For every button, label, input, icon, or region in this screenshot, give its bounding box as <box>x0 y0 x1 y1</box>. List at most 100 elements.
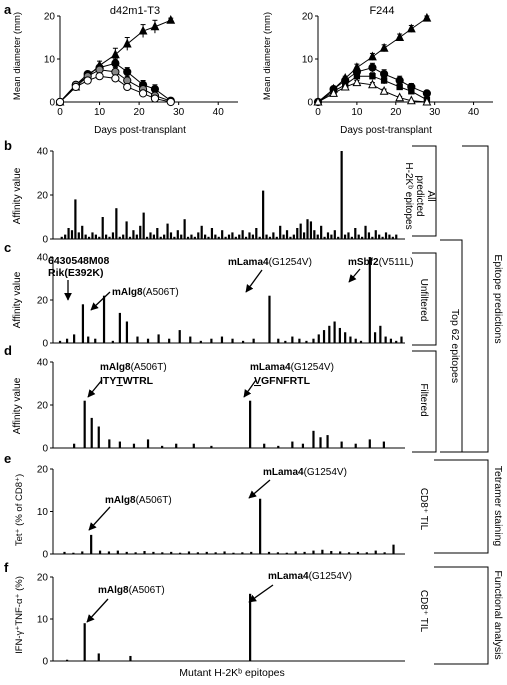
arrow-e-mlama4 <box>248 479 271 499</box>
bar <box>361 236 364 239</box>
bar <box>180 234 183 239</box>
series-3-point <box>352 77 362 87</box>
bar <box>241 230 244 239</box>
annot-f-mlama4: mLama4(G1254V) <box>268 571 352 582</box>
bar <box>214 234 217 239</box>
chart-c-ylabel: Affinity value <box>12 271 23 328</box>
series-0-point <box>422 12 432 22</box>
bar <box>259 498 262 554</box>
bar <box>125 321 129 343</box>
series-1-point <box>422 89 431 98</box>
bar <box>252 338 255 343</box>
bar-chart-f: 0 10 20 <box>37 573 405 668</box>
bar <box>277 338 280 343</box>
chart-e-ylabel: Tet⁺ (% of CD8⁺) <box>14 474 25 546</box>
series-0-point <box>379 42 389 52</box>
bar <box>145 236 149 239</box>
bar <box>384 232 388 239</box>
bar <box>87 236 91 239</box>
bar <box>176 230 179 239</box>
bar <box>77 232 80 239</box>
bar <box>234 236 237 239</box>
bar <box>272 232 275 239</box>
bar <box>97 426 100 448</box>
bar <box>263 443 266 448</box>
bar <box>282 234 285 239</box>
series-0-point <box>368 51 377 61</box>
chart-d-ylabel: Affinity value <box>12 377 23 434</box>
panel-letter-a: a <box>4 2 12 17</box>
series-2-point <box>408 88 415 95</box>
annot-e-mlama4-gene: mLama4 <box>263 467 304 478</box>
bar <box>98 236 101 239</box>
bar <box>58 340 62 343</box>
annot-e-malg8-mut: (A506T) <box>136 495 172 506</box>
bar <box>232 552 235 554</box>
bar <box>357 234 360 239</box>
series-3-point <box>406 95 416 105</box>
x-tick-label: 40 <box>213 107 225 118</box>
bar <box>285 230 289 239</box>
bar <box>249 593 252 661</box>
plot-layer: 0 10 20 30 40 0 10 20 0 10 20 30 40 0 10 20 0 20 40 0 20 40 0 2… <box>37 12 493 668</box>
chart-a2-xlabel: Days post-transplant <box>340 125 432 136</box>
bar <box>267 551 271 554</box>
series-3-point <box>83 76 92 85</box>
series-2-point <box>353 73 361 80</box>
annot-c-msbf2-mut: (V511L) <box>379 257 414 268</box>
series-0-point <box>110 49 120 59</box>
chart-b-ylabel: Affinity value <box>12 167 23 224</box>
bracket-c <box>412 252 437 346</box>
bar <box>368 257 371 343</box>
x-tick-label: 10 <box>94 107 106 118</box>
bar <box>356 551 360 554</box>
bar <box>156 228 159 239</box>
bar <box>364 225 367 239</box>
bar <box>392 544 395 554</box>
label-f: CD8⁺ TIL <box>418 590 429 633</box>
annot-c-msbf2-gene: mSbf2 <box>348 257 379 268</box>
y-tick-label: 20 <box>37 465 49 476</box>
bar <box>330 234 333 239</box>
bar-panels-xlabel: Mutant H-2Kᵇ epitopes <box>179 667 285 679</box>
bar <box>338 327 341 343</box>
bar <box>303 551 306 554</box>
y-tick-label: 0 <box>49 98 55 109</box>
bar <box>276 552 280 554</box>
series-3-point <box>340 81 350 91</box>
bar <box>65 338 69 343</box>
bar <box>197 232 200 239</box>
bar <box>330 551 333 554</box>
panel-letter-e: e <box>4 451 11 466</box>
panel-letter-f: f <box>4 560 9 575</box>
arrow-d-mlama4 <box>243 379 257 398</box>
y-tick-label: 0 <box>42 657 48 668</box>
bar <box>306 219 309 239</box>
series-3-point <box>313 96 323 106</box>
bar <box>354 228 357 239</box>
series-3-point <box>123 82 132 92</box>
bar <box>115 208 118 239</box>
series-3-point <box>150 94 160 103</box>
annot-f-malg8: mAlg8(A506T) <box>98 585 165 596</box>
bar <box>354 338 357 343</box>
bar <box>170 551 173 554</box>
panel-letter-c: c <box>4 240 11 255</box>
bar <box>74 199 77 239</box>
bar <box>193 236 196 239</box>
line-chart-a: 0 10 20 30 40 0 10 20 <box>44 12 238 118</box>
y-tick-label: 10 <box>37 615 49 626</box>
bar <box>277 445 280 448</box>
bar <box>279 225 282 239</box>
line-chart-a2: 0 10 20 30 40 0 10 20 <box>302 12 493 118</box>
bar <box>136 336 139 343</box>
bracket-d <box>412 350 437 453</box>
bar <box>135 234 138 239</box>
bar <box>132 230 135 239</box>
bar <box>152 234 156 239</box>
x-tick-label: 0 <box>57 107 63 118</box>
bar <box>298 338 301 343</box>
bar <box>189 336 192 343</box>
bar <box>305 340 308 343</box>
